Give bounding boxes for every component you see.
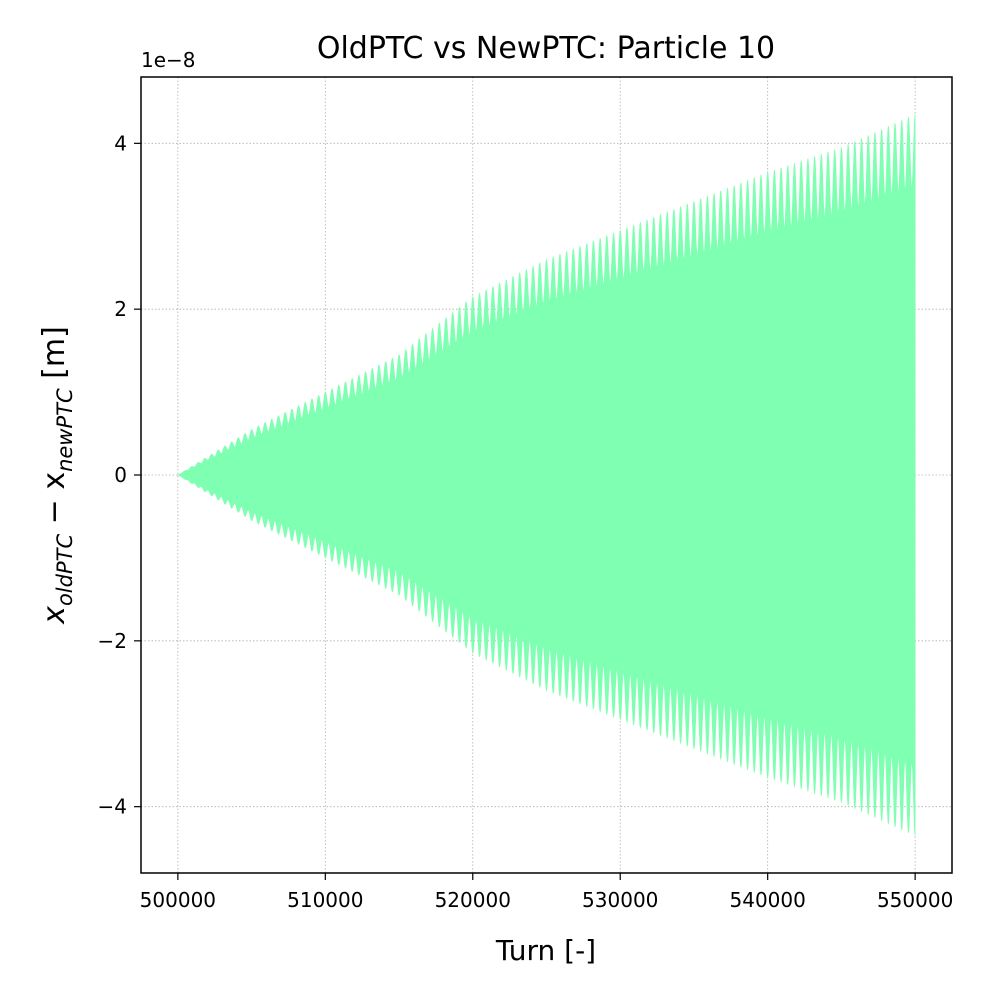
y-tick-label: −2: [98, 629, 127, 653]
chart-title: OldPTC vs NewPTC: Particle 10: [317, 31, 775, 66]
x-tick-label: 510000: [287, 888, 363, 912]
x-axis-ticks: 500000 510000 520000 530000 540000 550000: [140, 873, 953, 912]
y-label-sub1: oldPTC: [53, 534, 77, 607]
series-signal: [177, 114, 916, 836]
x-tick-label: 500000: [140, 888, 216, 912]
y-tick-label: 0: [114, 463, 127, 487]
plot-area: [177, 114, 916, 836]
x-tick-label: 520000: [435, 888, 511, 912]
x-axis-label: Turn [-]: [495, 934, 596, 967]
y-label-sub2: newPTC: [53, 388, 77, 472]
x-tick-label: 530000: [582, 888, 658, 912]
y-label-minus: − x: [37, 472, 72, 534]
y-offset-label: 1e−8: [141, 48, 196, 72]
y-tick-label: 4: [114, 131, 127, 155]
y-label-unit: [m]: [37, 326, 72, 388]
y-axis-label: xoldPTC − xnewPTC [m]: [37, 326, 77, 625]
y-label-main: x: [37, 606, 72, 625]
y-tick-label: −4: [98, 795, 127, 819]
x-tick-label: 550000: [877, 888, 953, 912]
y-axis-ticks: −4 −2 0 2 4: [98, 131, 141, 819]
y-tick-label: 2: [114, 297, 127, 321]
x-tick-label: 540000: [730, 888, 806, 912]
